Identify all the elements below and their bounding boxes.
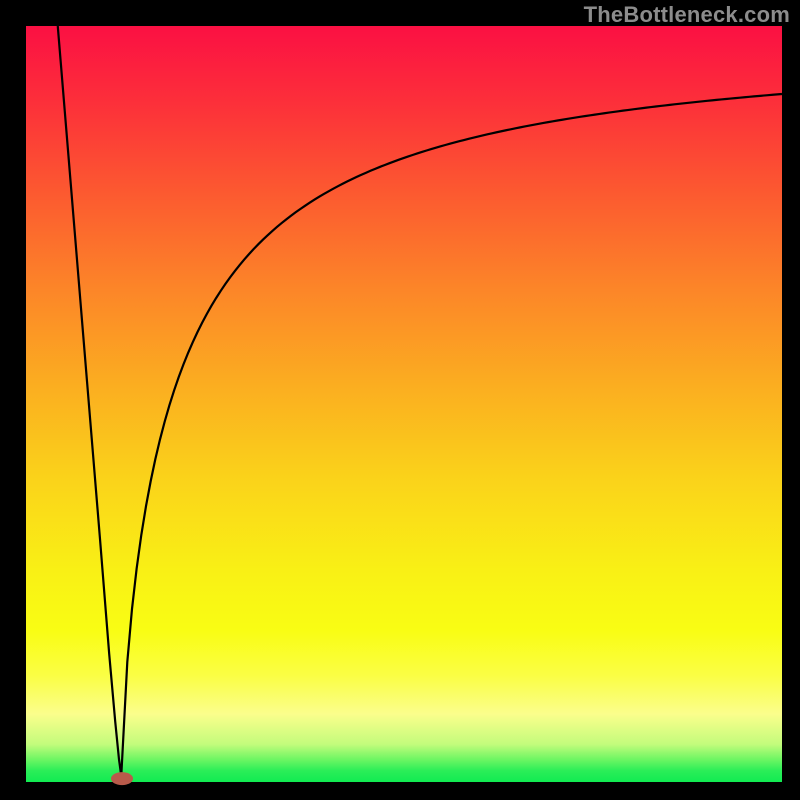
watermark-text: TheBottleneck.com [584,2,790,28]
plot-background [26,26,782,782]
bottleneck-chart: TheBottleneck.com [0,0,800,800]
optimal-marker [111,772,133,785]
chart-svg [0,0,800,800]
